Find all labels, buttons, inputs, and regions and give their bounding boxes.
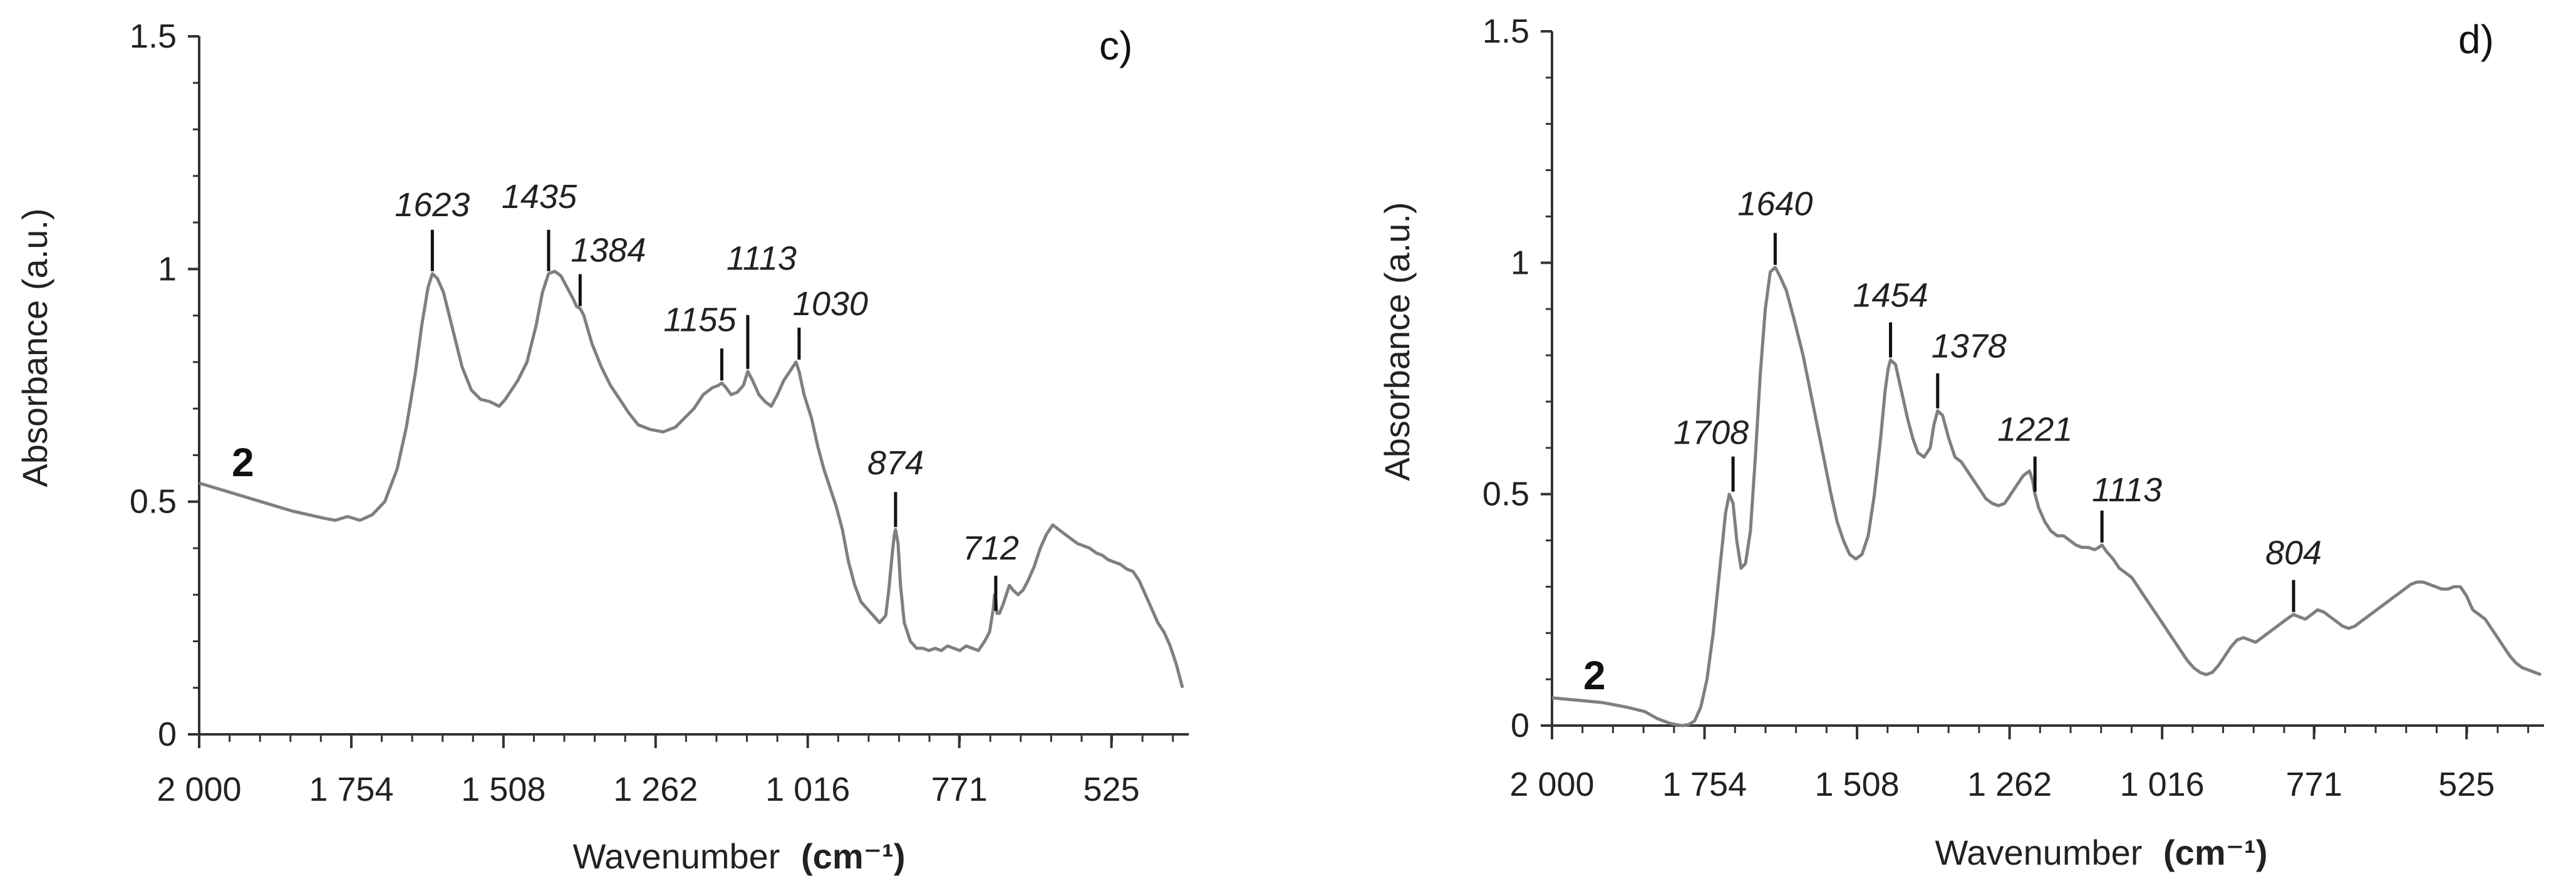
peak-label: 1113 bbox=[2092, 471, 2162, 509]
peak-label: 1378 bbox=[1932, 328, 2007, 365]
y-tick-label: 0 bbox=[158, 716, 177, 753]
y-tick-label: 1.5 bbox=[130, 18, 177, 55]
chart-panel-c: 0 0.5 1 1.5 2 000 1 754 1 508 1 262 1 016 771 525 1… bbox=[15, 18, 1189, 876]
panel-label-c: c) bbox=[1099, 23, 1132, 68]
y-tick-label: 1 bbox=[1511, 244, 1529, 281]
x-axis-title-d: Wavenumber (cm⁻¹) bbox=[1935, 833, 2268, 872]
peak-label: 1454 bbox=[1853, 276, 1928, 314]
y-axis-title-c: Absorbance (a.u.) bbox=[15, 208, 54, 487]
peak-label: 1384 bbox=[571, 231, 646, 269]
x-axis-unit-d: (cm⁻¹) bbox=[2163, 833, 2267, 872]
x-tick-label: 1 754 bbox=[309, 771, 393, 808]
y-tick-label: 1 bbox=[158, 250, 177, 288]
y-tick-label: 0 bbox=[1511, 707, 1529, 744]
x-tick-label: 771 bbox=[931, 771, 988, 808]
peak-label: 1030 bbox=[793, 285, 868, 323]
x-tick-label: 1 754 bbox=[1662, 766, 1747, 803]
x-axis-title-text-d: Wavenumber bbox=[1935, 833, 2143, 872]
x-tick-label: 1 262 bbox=[613, 771, 698, 808]
plot-area: 0 0.5 1 1.5 2 000 1 754 1 508 1 262 1 016 771 525 1… bbox=[130, 18, 1189, 808]
x-tick-label: 2 000 bbox=[157, 771, 241, 808]
sample-label-c: 2 bbox=[232, 440, 254, 485]
peak-label: 1113 bbox=[727, 240, 797, 278]
spectrum-line bbox=[199, 269, 1184, 689]
x-tick-label: 525 bbox=[2438, 766, 2495, 803]
spectrum-line bbox=[1551, 266, 2542, 727]
peak-label: 1221 bbox=[1997, 411, 2072, 449]
peak-label: 1155 bbox=[663, 301, 737, 338]
peak-label: 1640 bbox=[1737, 185, 1813, 223]
y-tick-label: 1.5 bbox=[1482, 13, 1529, 50]
peak-label: 874 bbox=[867, 444, 924, 482]
peak-label: 1435 bbox=[502, 178, 577, 216]
x-tick-label: 1 016 bbox=[765, 771, 850, 808]
chart-panel-d: 0 0.5 1 1.5 2 000 1 754 1 508 1 262 1 016 771 525 1… bbox=[1377, 13, 2544, 872]
peak-label: 712 bbox=[963, 529, 1019, 567]
peak-label: 1708 bbox=[1673, 414, 1749, 452]
panel-label-d: d) bbox=[2458, 17, 2494, 62]
x-tick-label: 1 262 bbox=[1967, 766, 2052, 803]
x-axis-unit-c: (cm⁻¹) bbox=[801, 836, 905, 876]
y-axis-title-d: Absorbance (a.u.) bbox=[1377, 202, 1417, 481]
x-tick-label: 525 bbox=[1084, 771, 1140, 808]
x-tick-label: 1 016 bbox=[2120, 766, 2205, 803]
x-axis-title-c: Wavenumber (cm⁻¹) bbox=[573, 836, 906, 876]
x-tick-label: 771 bbox=[2286, 766, 2342, 803]
x-axis-title-text-c: Wavenumber bbox=[573, 836, 780, 876]
peak-label: 1623 bbox=[395, 186, 470, 224]
sample-label-d: 2 bbox=[1583, 653, 1606, 698]
x-tick-label: 2 000 bbox=[1509, 766, 1594, 803]
plot-area: 0 0.5 1 1.5 2 000 1 754 1 508 1 262 1 016 771 525 1… bbox=[1482, 13, 2544, 803]
y-tick-label: 0.5 bbox=[1482, 476, 1529, 513]
peak-label: 804 bbox=[2265, 534, 2322, 572]
x-tick-label: 1 508 bbox=[1815, 766, 1900, 803]
x-tick-label: 1 508 bbox=[461, 771, 546, 808]
y-tick-label: 0.5 bbox=[130, 483, 177, 521]
